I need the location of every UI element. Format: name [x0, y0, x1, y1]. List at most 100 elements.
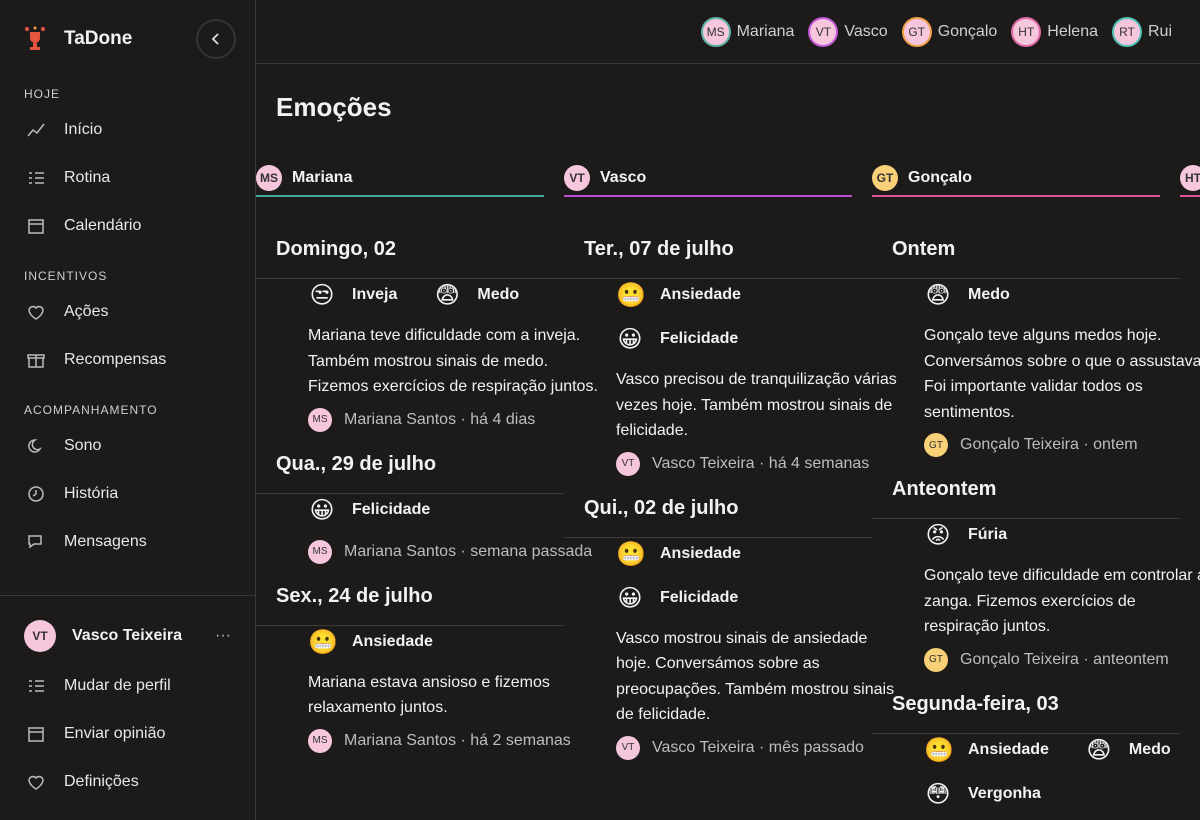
nav-icon — [29, 680, 44, 692]
column-name: Vasco — [600, 168, 647, 186]
column-header: VT Vasco — [564, 160, 852, 197]
emotion-icon: 😨 — [434, 281, 460, 309]
date-group: Qui., 02 de julho 😬 Ansiedade 😀 Felicidade Va… — [564, 490, 894, 774]
date-heading: Domingo, 02 — [256, 231, 564, 279]
nav-item[interactable]: Ações — [0, 288, 255, 336]
nav-label: Mensagens — [64, 533, 147, 550]
user-row[interactable]: VT Vasco Teixeira ··· — [0, 596, 255, 662]
brand-name: TaDone — [64, 28, 133, 49]
emotion-row: 😒 Inveja 😨 Medo — [308, 273, 544, 317]
date-heading: Sex., 24 de julho — [256, 578, 564, 626]
emotion-icon: 😬 — [308, 627, 338, 656]
emotion-icon: 😨 — [925, 281, 951, 309]
date-heading: Qui., 02 de julho — [564, 490, 872, 538]
nav-item[interactable]: Enviar opinião — [0, 710, 255, 758]
entry-footer: GT Gonçalo Teixeira · ontem — [924, 427, 1160, 463]
person[interactable]: VT Vasco — [808, 16, 888, 47]
nav-label: Definições — [64, 773, 139, 790]
entry: 😨 Medo Gonçalo teve alguns medos hoje. Con… — [872, 273, 1200, 471]
entry: 😒 Inveja 😨 Medo Mariana teve dificuldade com… — [256, 273, 598, 446]
author-avatar: MS — [308, 539, 332, 564]
person-avatar: HT — [1011, 16, 1042, 47]
emotion: 😨 Medo — [924, 281, 1009, 309]
emotion-icon: 😬 — [616, 281, 646, 309]
emotion-row: 😬 Ansiedade — [308, 620, 544, 664]
author-time: Vasco Teixeira · mês passado — [652, 738, 864, 756]
emotion-icon: 😒 — [309, 281, 335, 309]
collapse-button[interactable] — [196, 19, 236, 59]
nav-item[interactable]: Sono — [0, 422, 255, 470]
nav-item[interactable]: Mensagens — [0, 518, 255, 566]
person[interactable]: GT Gonçalo — [901, 16, 998, 47]
entry-footer: VT Vasco Teixeira · há 4 semanas — [616, 446, 869, 482]
entry: 😬 Ansiedade 😨 Medo 😳 Vergonha — [872, 728, 1171, 820]
author-avatar: VT — [616, 451, 640, 476]
emotion: 😡 Fúria — [924, 521, 1007, 549]
nav-icon — [28, 219, 44, 234]
column-avatar: HT — [1180, 164, 1200, 191]
entry: 😬 Ansiedade Mariana estava ansioso e fizem… — [256, 620, 571, 767]
author-avatar: MS — [308, 728, 332, 753]
nav-item[interactable]: Início — [0, 106, 255, 154]
person-name: Vasco — [844, 22, 888, 40]
emotion-icon: 😬 — [616, 539, 646, 568]
column-avatar: MS — [256, 164, 282, 191]
nav-item[interactable]: História — [0, 470, 255, 518]
person-name: Gonçalo — [937, 22, 998, 40]
nav-item[interactable]: Rotina — [0, 154, 255, 202]
emotion-row: 😬 Ansiedade 😨 Medo — [924, 728, 1171, 772]
nav-icon — [27, 123, 45, 137]
author-time: Mariana Santos · há 4 dias — [344, 410, 536, 428]
entry-footer: MS Mariana Santos · semana passada — [308, 534, 592, 570]
emotion-row: 😀 Felicidade — [308, 488, 544, 532]
date-group: Anteontem 😡 Fúria Gonçalo teve dificuldade … — [872, 471, 1200, 686]
emotion: 😀 Felicidade — [616, 325, 738, 353]
emotion: 😨 Medo — [433, 281, 519, 309]
section-title: INCENTIVOS — [24, 269, 108, 283]
nav-label: Recompensas — [64, 351, 167, 368]
more-button[interactable]: ··· — [215, 627, 231, 644]
nav-item[interactable]: Mudar de perfil — [0, 662, 255, 710]
emotion-row: 😳 Vergonha — [924, 772, 1160, 816]
entry-text: Gonçalo teve alguns medos hoje. Conversá… — [924, 327, 1200, 421]
entry-footer: VT Vasco Teixeira · mês passado — [616, 730, 864, 766]
person-avatar: MS — [700, 16, 731, 47]
nav-label: Calendário — [64, 217, 142, 234]
date-heading: Anteontem — [872, 471, 1180, 519]
nav-item[interactable]: Recompensas — [0, 336, 255, 384]
person-name: Helena — [1047, 22, 1098, 40]
emotion-icon: 😬 — [924, 735, 954, 764]
nav-label: Rotina — [64, 169, 111, 186]
date-heading: Ter., 07 de julho — [564, 231, 872, 279]
nav-icon — [28, 486, 44, 502]
entry-text: Mariana estava ansioso e fizemos relaxam… — [308, 673, 550, 717]
nav-item[interactable]: Calendário — [0, 202, 255, 250]
person[interactable]: HT Helena — [1011, 16, 1098, 47]
emotion: 😬 Ansiedade — [308, 628, 433, 656]
emotion-label: Felicidade — [352, 500, 431, 518]
entry: 😬 Ansiedade 😀 Felicidade Vasco precisou de t… — [564, 273, 897, 490]
entry: 😀 Felicidade MS Mariana Santos · semana pas… — [256, 488, 592, 578]
person[interactable]: RT Rui — [1111, 16, 1172, 47]
emotion-label: Fúria — [968, 526, 1008, 543]
emotion-icon: 😀 — [617, 583, 643, 612]
emotion-row: 😡 Fúria — [924, 513, 1160, 557]
person[interactable]: MS Mariana — [700, 16, 794, 47]
person-avatar: RT — [1111, 16, 1142, 47]
column: HT — [1180, 160, 1200, 820]
nav-label: Enviar opinião — [64, 725, 166, 742]
user-name: Vasco Teixeira — [72, 627, 182, 644]
nav-icon — [28, 439, 43, 453]
author-time: Mariana Santos · semana passada — [344, 542, 593, 560]
emotion-label: Ansiedade — [968, 740, 1049, 758]
section-title: HOJE — [24, 87, 61, 101]
emotion-icon: 😳 — [925, 779, 951, 808]
person-name: Rui — [1147, 22, 1172, 40]
nav-label: Mudar de perfil — [64, 677, 171, 694]
emotion: 😬 Ansiedade — [616, 540, 741, 568]
date-group: Ontem 😨 Medo Gonçalo teve alguns medos hoje… — [872, 231, 1200, 471]
date-heading: Ontem — [872, 231, 1180, 279]
nav-item[interactable]: Definições — [0, 758, 255, 806]
